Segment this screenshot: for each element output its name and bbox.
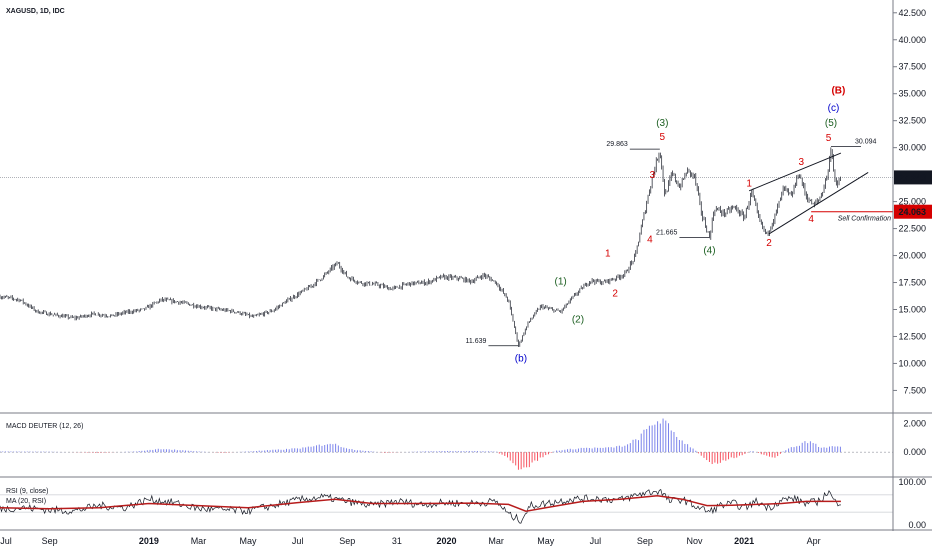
rsi-ma-line[interactable]	[0, 495, 841, 512]
price-tick-label: 25.000	[898, 197, 926, 207]
sell-confirmation-label: Sell Confirmation	[838, 216, 891, 223]
price-marker-label: 11.639	[466, 338, 487, 345]
price-tick-label: 10.000	[898, 358, 926, 368]
sell-level-badge: 24.063	[898, 207, 926, 217]
price-marker-label: 30.094	[855, 139, 877, 146]
price-tick-label: 15.000	[898, 305, 926, 315]
wedge-trendline[interactable]	[768, 172, 869, 235]
time-tick-label: 31	[392, 536, 402, 546]
wave-label: 3	[798, 157, 804, 168]
price-marker-label: 29.863	[606, 141, 628, 148]
time-tick-label: Jul	[0, 536, 12, 546]
macd-tick-label: 2.000	[903, 419, 926, 429]
time-tick-label: Sep	[637, 536, 653, 546]
last-price-badge: 27.243	[898, 173, 926, 183]
macd-panel[interactable]: 2.000 0.000	[0, 418, 926, 470]
wave-label: 5	[660, 132, 666, 143]
time-tick-label: Mar	[488, 536, 504, 546]
wave-label: (4)	[703, 245, 715, 256]
wave-label: 3	[650, 170, 656, 181]
price-tick-label: 37.500	[898, 62, 926, 72]
price-tick-label: 12.500	[898, 331, 926, 341]
wedge-trendline[interactable]	[748, 152, 842, 192]
rsi-tick-label: 0.00	[908, 520, 926, 530]
wave-label: 1	[746, 179, 752, 190]
price-tick-label: 40.000	[898, 35, 926, 45]
wave-label: (2)	[572, 314, 584, 325]
macd-tick-label: 0.000	[903, 447, 926, 457]
wave-label: 5	[826, 133, 832, 144]
price-tick-label: 17.500	[898, 278, 926, 288]
time-tick-label: 2019	[139, 536, 159, 546]
chart-title: XAGUSD, 1D, IDC	[6, 8, 65, 15]
wave-label: (1)	[554, 277, 566, 288]
time-tick-label: Sep	[42, 536, 58, 546]
price-tick-label: 32.500	[898, 116, 926, 126]
time-tick-label: Mar	[191, 536, 207, 546]
rsi-ma-title: MA (20, RSI)	[6, 498, 46, 505]
wave-label: (b)	[515, 353, 527, 364]
price-marker-label: 21.665	[656, 230, 678, 237]
macd-title: MACD DEUTER (12, 26)	[6, 423, 83, 430]
price-tick-label: 42.500	[898, 8, 926, 18]
time-tick-label: Jul	[590, 536, 602, 546]
price-tick-label: 7.500	[903, 385, 926, 395]
wave-label: 4	[808, 214, 814, 225]
time-tick-label: May	[240, 536, 258, 546]
rsi-tick-label: 100.00	[898, 477, 926, 487]
annotation-layer: 29.863 21.665 11.639 30.094 Sell Confirmatio…	[466, 86, 932, 364]
wave-label: 2	[766, 238, 772, 249]
price-tick-label: 22.500	[898, 224, 926, 234]
rsi-title: RSI (9, close)	[6, 488, 48, 495]
wave-label: 1	[605, 249, 611, 260]
sell-level-badge-bg	[894, 204, 932, 219]
wave-label: (3)	[656, 118, 668, 129]
wave-label: 4	[647, 235, 653, 246]
time-tick-label: Nov	[687, 536, 704, 546]
time-tick-label: May	[537, 536, 555, 546]
wave-label: (B)	[831, 86, 845, 97]
price-tick-label: 35.000	[898, 89, 926, 99]
time-tick-label: Apr	[807, 536, 821, 546]
price-tick-label: 20.000	[898, 251, 926, 261]
time-tick-label: 2020	[436, 536, 456, 546]
time-tick-label: Sep	[339, 536, 355, 546]
time-tick-label: Jul	[292, 536, 304, 546]
price-tick-label: 30.000	[898, 143, 926, 153]
wave-label: 2	[612, 289, 618, 300]
last-price-badge-bg	[894, 170, 932, 185]
wave-label: (5)	[825, 118, 837, 129]
rsi-line[interactable]	[0, 488, 841, 524]
rsi-panel[interactable]: 100.00 0.00	[0, 477, 926, 530]
price-candles[interactable]	[0, 147, 841, 347]
wave-label: (c)	[828, 103, 840, 114]
time-tick-label: 2021	[734, 536, 754, 546]
